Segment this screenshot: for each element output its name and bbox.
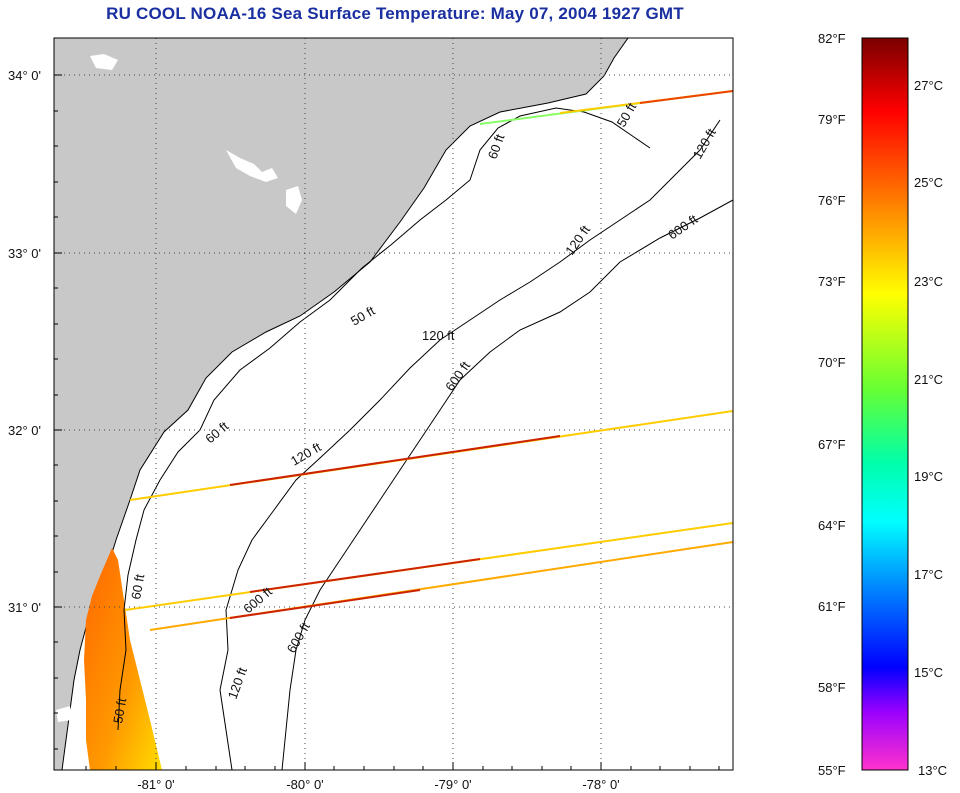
lat-label: 31° 0' bbox=[8, 600, 41, 615]
colorbar-c-label: 17°C bbox=[914, 567, 943, 582]
colorbar bbox=[861, 37, 909, 771]
lon-label: -81° 0' bbox=[137, 777, 174, 792]
axis-ticks bbox=[54, 74, 720, 770]
graticule bbox=[54, 38, 733, 770]
colorbar-c-label: 21°C bbox=[914, 372, 943, 387]
colorbar-c-label: 25°C bbox=[914, 175, 943, 190]
colorbar-c-label: 27°C bbox=[914, 78, 943, 93]
colorbar-c-label: 23°C bbox=[914, 274, 943, 289]
colorbar-f-label: 76°F bbox=[818, 193, 846, 208]
colorbar-f-label: 64°F bbox=[818, 518, 846, 533]
colorbar-f-label: 82°F bbox=[818, 31, 846, 46]
lat-label: 32° 0' bbox=[8, 423, 41, 438]
colorbar-f-label: 70°F bbox=[818, 355, 846, 370]
colorbar-c-label: 19°C bbox=[914, 469, 943, 484]
sst-swath bbox=[84, 548, 162, 770]
latitude-labels: 34° 0' 33° 0' 32° 0' 31° 0' bbox=[8, 68, 41, 615]
longitude-labels: -81° 0' -80° 0' -79° 0' -78° 0' bbox=[137, 777, 619, 792]
lon-label: -79° 0' bbox=[434, 777, 471, 792]
colorbar-celsius-labels: 27°C 25°C 23°C 21°C 19°C 17°C 15°C 13°C bbox=[914, 78, 947, 778]
lat-label: 33° 0' bbox=[8, 246, 41, 261]
isobath-label: 60 ft bbox=[128, 573, 147, 601]
colorbar-f-label: 79°F bbox=[818, 112, 846, 127]
colorbar-c-label: 13°C bbox=[918, 763, 947, 778]
inland-water bbox=[226, 150, 278, 182]
inland-water bbox=[56, 706, 72, 722]
colorbar-f-label: 73°F bbox=[818, 274, 846, 289]
colorbar-f-label: 55°F bbox=[818, 763, 846, 778]
lon-label: -80° 0' bbox=[286, 777, 323, 792]
inland-water bbox=[286, 186, 302, 214]
colorbar-f-label: 67°F bbox=[818, 437, 846, 452]
colorbar-f-label: 58°F bbox=[818, 680, 846, 695]
lat-label: 34° 0' bbox=[8, 68, 41, 83]
inland-water bbox=[90, 54, 118, 70]
colorbar-f-label: 61°F bbox=[818, 599, 846, 614]
page-title: RU COOL NOAA-16 Sea Surface Temperature:… bbox=[106, 4, 684, 23]
isobath-label: 120 ft bbox=[422, 328, 455, 343]
land-mass bbox=[54, 38, 629, 770]
isobath-label: 50 ft bbox=[110, 697, 129, 725]
scan-lines bbox=[124, 90, 733, 631]
lon-label: -78° 0' bbox=[582, 777, 619, 792]
colorbar-fahrenheit-labels: 82°F 79°F 76°F 73°F 70°F 67°F 64°F 61°F … bbox=[818, 31, 846, 778]
colorbar-c-label: 15°C bbox=[914, 665, 943, 680]
